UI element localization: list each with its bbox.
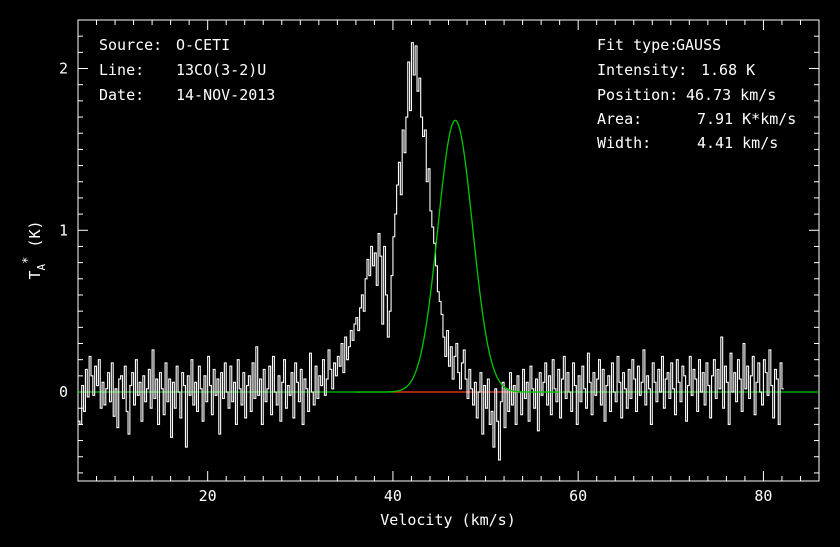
position-label: Position: bbox=[597, 86, 678, 104]
width-label: Width: bbox=[597, 134, 651, 152]
spectrum-line bbox=[78, 42, 784, 461]
x-tick-label: 20 bbox=[199, 487, 217, 505]
gaussian-fit-line bbox=[355, 119, 559, 393]
intensity-value: 1.68 K bbox=[701, 61, 755, 79]
axes-group: 20 40 60 80 0 1 2 bbox=[59, 19, 820, 505]
y-tick-label: 1 bbox=[59, 221, 68, 239]
date-label: Date: bbox=[99, 86, 144, 104]
x-tick-label: 80 bbox=[754, 487, 772, 505]
y-tick-label: 2 bbox=[59, 60, 68, 78]
x-tick-label: 40 bbox=[384, 487, 402, 505]
area-label: Area: bbox=[597, 110, 642, 128]
x-tick-label: 60 bbox=[569, 487, 587, 505]
position-value: 46.73 km/s bbox=[686, 86, 776, 104]
fit-type-label: Fit type: bbox=[597, 36, 678, 54]
line-value: 13CO(3-2)U bbox=[176, 61, 266, 79]
source-label: Source: bbox=[99, 36, 162, 54]
line-label: Line: bbox=[99, 61, 144, 79]
area-value: 7.91 K*km/s bbox=[697, 110, 796, 128]
width-value: 4.41 km/s bbox=[697, 134, 778, 152]
intensity-label: Intensity: bbox=[597, 61, 687, 79]
fit-type-value: GAUSS bbox=[676, 36, 721, 54]
svg-text:TA* (K): TA* (K) bbox=[20, 220, 48, 279]
series-layer bbox=[78, 42, 819, 461]
y-tick-label: 0 bbox=[59, 383, 68, 401]
source-value: O-CETI bbox=[176, 36, 230, 54]
date-value: 14-NOV-2013 bbox=[176, 86, 275, 104]
y-axis-label: TA* (K) bbox=[20, 220, 48, 279]
x-axis-label: Velocity (km/s) bbox=[380, 511, 515, 529]
